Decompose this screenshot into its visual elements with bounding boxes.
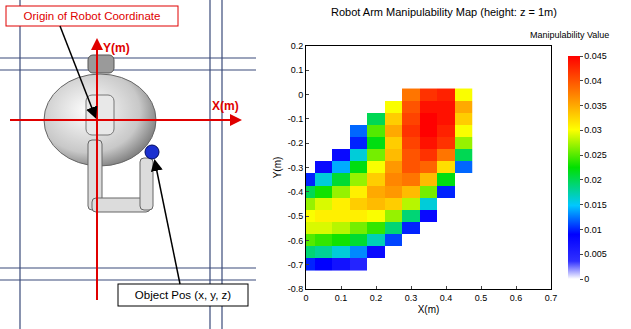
svg-text:-0.4: -0.4: [288, 187, 304, 197]
svg-text:X(m): X(m): [212, 99, 239, 113]
svg-text:0.1: 0.1: [335, 293, 348, 303]
svg-text:0.4: 0.4: [440, 293, 453, 303]
svg-text:0.015: 0.015: [584, 200, 607, 210]
svg-text:0.6: 0.6: [510, 293, 523, 303]
svg-text:0.02: 0.02: [584, 175, 602, 185]
svg-text:0.035: 0.035: [584, 101, 607, 111]
svg-text:Y(m): Y(m): [103, 41, 130, 55]
svg-text:-0.8: -0.8: [288, 284, 304, 294]
svg-text:0.025: 0.025: [584, 150, 607, 160]
svg-text:0.7: 0.7: [545, 293, 558, 303]
svg-text:0.01: 0.01: [584, 225, 602, 235]
svg-text:Object Pos (x, y, z): Object Pos (x, y, z): [135, 289, 231, 301]
svg-text:0.045: 0.045: [584, 51, 607, 61]
svg-text:0.3: 0.3: [405, 293, 418, 303]
svg-text:0.005: 0.005: [584, 249, 607, 259]
svg-text:Y(m): Y(m): [272, 157, 283, 179]
svg-text:-0.6: -0.6: [288, 236, 304, 246]
svg-text:0.03: 0.03: [584, 125, 602, 135]
svg-text:0.2: 0.2: [291, 41, 304, 51]
svg-text:Origin of Robot Coordinate: Origin of Robot Coordinate: [24, 10, 161, 22]
svg-text:0.04: 0.04: [584, 76, 602, 86]
svg-text:-0.3: -0.3: [288, 163, 304, 173]
svg-text:Robot Arm Manipulability Map (: Robot Arm Manipulability Map (height: z …: [331, 6, 557, 18]
svg-text:-0.5: -0.5: [288, 211, 304, 221]
svg-text:0: 0: [298, 90, 303, 100]
svg-text:-0.7: -0.7: [288, 260, 304, 270]
svg-text:0: 0: [303, 293, 308, 303]
svg-text:-0.1: -0.1: [288, 114, 304, 124]
svg-text:-0.2: -0.2: [288, 138, 304, 148]
svg-text:0: 0: [584, 274, 589, 284]
svg-text:0.2: 0.2: [370, 293, 383, 303]
svg-text:X(m): X(m): [418, 304, 440, 315]
svg-text:Manipulability Value: Manipulability Value: [530, 30, 609, 40]
svg-text:0.5: 0.5: [475, 293, 488, 303]
svg-text:0.1: 0.1: [291, 65, 304, 75]
